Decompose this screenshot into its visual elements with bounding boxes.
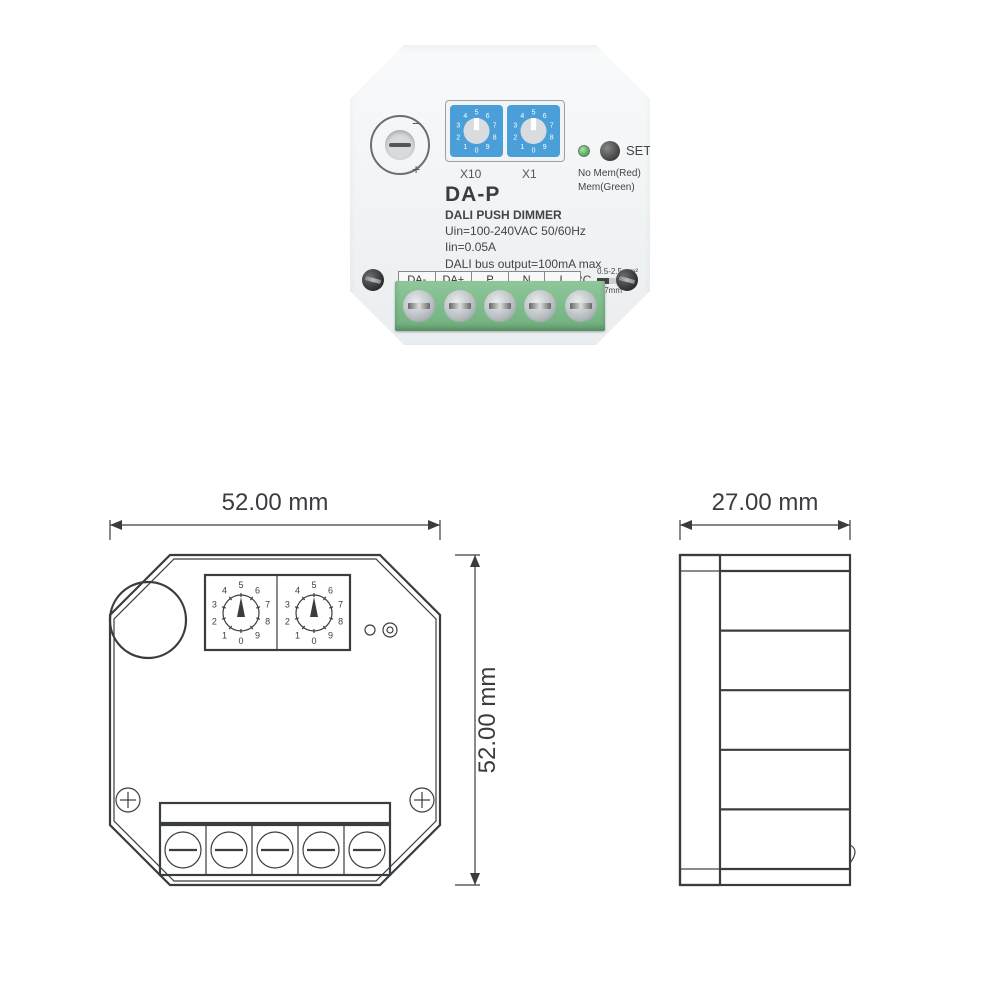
terminal-block [395,281,605,331]
model-name: DA-P [445,183,500,207]
svg-text:3: 3 [456,123,460,130]
svg-text:0: 0 [238,636,243,646]
svg-text:2: 2 [285,617,290,627]
terminal-screw[interactable] [444,290,476,322]
power-indicator: − + [370,115,430,175]
svg-text:6: 6 [543,113,547,120]
svg-text:2: 2 [456,134,460,141]
svg-text:4: 4 [295,585,300,595]
svg-text:9: 9 [255,631,260,641]
rotary-label-x1: X1 [522,167,537,181]
svg-text:2: 2 [513,134,517,141]
svg-text:8: 8 [550,134,554,141]
technical-drawings: 52.00 mm 52.00 mm 0123456789 0123456789 [0,480,1000,980]
svg-text:4: 4 [222,585,227,595]
svg-text:8: 8 [338,617,343,627]
svg-text:5: 5 [475,110,479,117]
svg-text:9: 9 [543,144,547,151]
housing-screw-icon [616,269,638,291]
rotary-x10[interactable]: 0 12 34 567 89 [450,105,503,157]
svg-text:0: 0 [532,148,536,155]
svg-text:3: 3 [513,123,517,130]
svg-text:4: 4 [520,113,524,120]
svg-text:8: 8 [265,617,270,627]
svg-text:4: 4 [463,113,467,120]
dim-width: 52.00 mm [222,489,329,516]
svg-text:1: 1 [222,631,227,641]
set-button[interactable] [600,141,620,161]
status-led [578,145,590,157]
svg-text:7: 7 [493,123,497,130]
svg-text:3: 3 [212,599,217,609]
set-label: SET [626,143,651,158]
svg-text:7: 7 [265,599,270,609]
svg-text:0: 0 [475,148,479,155]
plus-icon: + [412,161,420,177]
dim-height: 52.00 mm [474,667,501,774]
svg-text:5: 5 [238,580,243,590]
svg-text:6: 6 [486,113,490,120]
terminal-screw[interactable] [565,290,597,322]
svg-text:3: 3 [285,599,290,609]
svg-text:2: 2 [212,617,217,627]
svg-text:1: 1 [520,144,524,151]
svg-text:9: 9 [486,144,490,151]
svg-text:5: 5 [311,580,316,590]
dim-depth: 27.00 mm [712,489,819,516]
rotary-x1[interactable]: 0 12 34 567 89 [507,105,560,157]
rotary-switch-pair: 0123456789 0123456789 [445,100,565,162]
svg-text:0: 0 [311,636,316,646]
rotary-label-x10: X10 [460,167,481,181]
housing-screw-icon [362,269,384,291]
memory-legend: No Mem(Red) Mem(Green) [578,167,641,194]
svg-text:6: 6 [328,585,333,595]
svg-text:1: 1 [463,144,467,151]
minus-icon: − [412,115,420,131]
svg-text:1: 1 [295,631,300,641]
svg-text:7: 7 [338,599,343,609]
terminal-screw[interactable] [524,290,556,322]
terminal-screw[interactable] [403,290,435,322]
svg-text:5: 5 [532,110,536,117]
svg-text:7: 7 [550,123,554,130]
svg-text:9: 9 [328,631,333,641]
svg-text:6: 6 [255,585,260,595]
terminal-screw[interactable] [484,290,516,322]
svg-text:8: 8 [493,134,497,141]
product-render: − + 0123456789 0123456789 X10 X1 SET No … [350,45,650,345]
